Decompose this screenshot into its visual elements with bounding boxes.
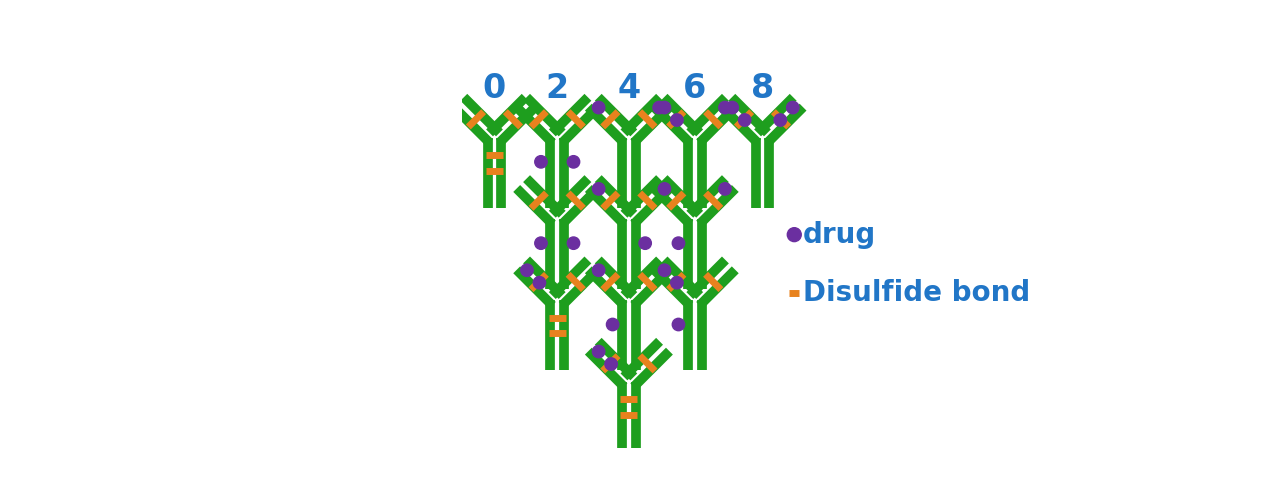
Text: drug: drug — [803, 221, 877, 248]
Text: 2: 2 — [545, 72, 568, 105]
Circle shape — [672, 318, 685, 330]
Circle shape — [593, 102, 605, 114]
Circle shape — [605, 358, 617, 370]
Circle shape — [726, 102, 739, 114]
Circle shape — [774, 114, 786, 126]
Circle shape — [535, 155, 547, 168]
Circle shape — [535, 237, 547, 249]
Text: 8: 8 — [751, 72, 774, 105]
Circle shape — [534, 277, 545, 289]
Circle shape — [658, 102, 671, 114]
Circle shape — [521, 264, 534, 277]
Circle shape — [567, 237, 580, 249]
Text: 4: 4 — [617, 72, 640, 105]
Text: 6: 6 — [684, 72, 707, 105]
Circle shape — [787, 102, 799, 114]
Circle shape — [653, 102, 666, 114]
Circle shape — [567, 155, 580, 168]
Text: Disulfide bond: Disulfide bond — [803, 279, 1030, 307]
Circle shape — [787, 228, 801, 241]
Circle shape — [639, 237, 652, 249]
Circle shape — [593, 183, 605, 195]
Circle shape — [593, 346, 605, 358]
Circle shape — [593, 264, 605, 277]
Circle shape — [607, 318, 618, 330]
Circle shape — [719, 102, 731, 114]
Text: 0: 0 — [483, 72, 506, 105]
Circle shape — [739, 114, 751, 126]
Circle shape — [658, 183, 671, 195]
Circle shape — [671, 277, 684, 289]
Circle shape — [658, 264, 671, 277]
Circle shape — [672, 237, 685, 249]
Circle shape — [719, 183, 731, 195]
Circle shape — [671, 114, 684, 126]
